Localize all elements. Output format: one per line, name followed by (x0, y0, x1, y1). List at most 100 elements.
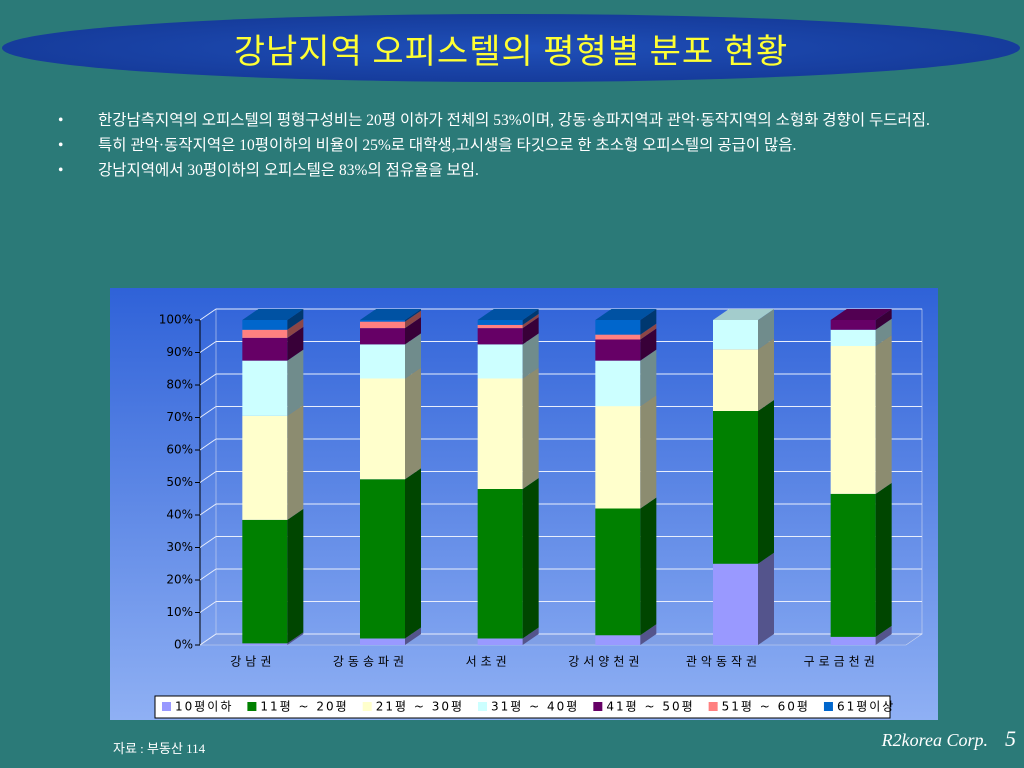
y-tick-label: 30% (166, 540, 193, 554)
bar-front (242, 360, 288, 416)
grid-line-side (199, 373, 217, 386)
bar-front (360, 344, 405, 379)
bar-side (640, 323, 657, 340)
bar-side (875, 309, 892, 330)
bar-front (713, 563, 758, 645)
bar-front (595, 508, 641, 636)
bar-side (287, 632, 304, 645)
bar-front (477, 328, 523, 345)
bar-side (875, 625, 892, 645)
bar-segment (360, 333, 421, 379)
bar-segment (242, 326, 304, 361)
grid-line-side (199, 406, 217, 418)
chart: 0% 10% 20% 30% 40% 50% 60% 70% 80% 90% 100% 강남권 강동송파… (110, 288, 938, 720)
bar-front (242, 643, 288, 645)
bar-segment (360, 310, 421, 329)
legend-swatch (247, 702, 257, 711)
bar-side (875, 318, 892, 346)
y-tick-label: 80% (166, 378, 193, 392)
bar-front (595, 339, 641, 361)
x-tick-label: 서초권 (466, 655, 511, 669)
legend-swatch (478, 702, 488, 711)
bar-segment (595, 349, 657, 407)
bar-front (477, 324, 523, 329)
bar-front (360, 378, 405, 480)
bar-front (595, 320, 641, 335)
bar-segment (477, 309, 539, 325)
bar-side (522, 627, 539, 645)
bar-side (405, 310, 421, 329)
bar-front (477, 344, 523, 379)
bar-segment (830, 335, 892, 494)
bar-front (830, 329, 876, 346)
legend-label: 51평 ~ 60평 (722, 700, 810, 714)
bar-side (640, 624, 657, 645)
bar-front (595, 635, 641, 645)
bar-segment (477, 627, 539, 645)
grid-line-side (199, 536, 217, 548)
bar-front (830, 320, 876, 330)
bar-side (758, 338, 774, 411)
bar-segment (242, 404, 304, 520)
bar-segment (477, 317, 539, 345)
company-name: R2korea Corp. (881, 730, 988, 750)
bar-segment (242, 309, 304, 330)
bar-side (287, 318, 304, 338)
bar-segment (830, 318, 892, 346)
bar-side (640, 395, 657, 509)
bar-side (758, 552, 774, 645)
legend-label: 31평 ~ 40평 (491, 700, 579, 714)
bar-side (522, 309, 539, 325)
bar-front (242, 519, 288, 644)
bar-side (640, 497, 657, 636)
bar-segment (713, 552, 774, 645)
legend-label: 61평이상 (837, 700, 895, 714)
bar-side (758, 400, 774, 564)
x-tick-label: 구로금천권 (804, 654, 879, 669)
grid-line-side (199, 308, 217, 321)
grid-line-side (199, 503, 217, 516)
page-number: 5 (1005, 726, 1016, 751)
bar-segment (830, 625, 892, 645)
bullet-list: 한강남측지역의 오피스텔의 평형구성비는 20평 이하가 전체의 53%이며, … (58, 108, 958, 183)
legend-swatch (162, 702, 171, 711)
grid-line-side (199, 438, 217, 451)
bar-top (713, 309, 774, 320)
bar-side (875, 335, 892, 494)
bar-top (830, 309, 892, 320)
bar-top (595, 309, 657, 320)
bar-front (595, 406, 641, 509)
bullet: 강남지역에서 30평이하의 오피스텔은 83%의 점유율을 보임. (58, 158, 958, 183)
bar-segment (360, 367, 421, 480)
legend-box (154, 695, 891, 719)
bar-side (405, 627, 421, 645)
bar-side (405, 317, 421, 345)
bar-segment (477, 313, 539, 329)
bar-side (405, 367, 421, 480)
bar-segment (595, 323, 657, 340)
grid-line-side (199, 341, 217, 353)
bar-segment (242, 508, 304, 644)
bar-segment (360, 317, 421, 345)
bar-side (875, 482, 892, 637)
legend-swatch (593, 702, 603, 711)
x-tick-label: 강남권 (230, 655, 275, 669)
bar-segment (477, 478, 539, 639)
bullet: 한강남측지역의 오피스텔의 평형구성비는 20평 이하가 전체의 53%이며, … (58, 108, 958, 133)
bar-segment (477, 333, 539, 379)
bar-segment (595, 395, 657, 509)
floor (199, 633, 923, 646)
bar-front (477, 638, 523, 645)
bar-side (522, 478, 539, 639)
bar-side (522, 313, 539, 329)
bar-front (360, 320, 405, 322)
grid-line-side (199, 633, 217, 646)
bar-front (595, 334, 641, 340)
legend-swatch (362, 702, 372, 711)
bar-side (287, 508, 304, 644)
bar-segment (477, 367, 539, 489)
bar-side (405, 309, 421, 322)
bar-segment (595, 624, 657, 645)
bar-segment (360, 309, 421, 322)
